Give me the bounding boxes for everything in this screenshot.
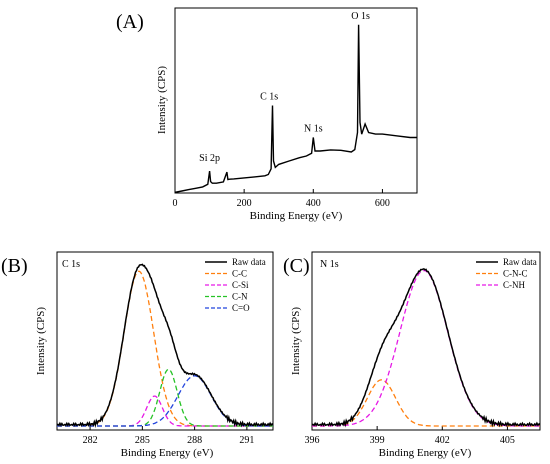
panel-a-frame <box>174 7 418 194</box>
panel-b-label: (B) <box>1 255 28 277</box>
legend-label: C-N <box>232 292 248 302</box>
x-tick-label: 600 <box>375 198 390 209</box>
panel-c-x-label: Binding Energy (eV) <box>379 447 472 459</box>
panel-c-y-label: Intensity (CPS) <box>290 307 302 375</box>
panel-c-inset-label: N 1s <box>320 259 339 270</box>
panel-b-legend: Raw data C-CC-Si C-NC=O <box>205 257 266 313</box>
legend-label: C=O <box>232 303 250 313</box>
panel-a-x-ticks: 0 200 400 600 <box>173 189 390 209</box>
panel-b-curves <box>56 263 274 428</box>
legend-label: C-C <box>232 269 247 279</box>
peak-label: N 1s <box>304 124 323 135</box>
panel-a-x-label: Binding Energy (eV) <box>250 210 343 222</box>
panel-a-peak-labels: Si 2p C 1s N 1s O 1s <box>199 11 370 164</box>
x-tick-label: 285 <box>135 435 150 446</box>
component-peak-line <box>57 368 273 427</box>
component-peak-line <box>312 269 540 427</box>
raw-data-line <box>56 263 274 428</box>
x-tick-label: 399 <box>370 435 385 446</box>
x-tick-label: 0 <box>173 198 178 209</box>
legend-label: Raw data <box>503 257 537 267</box>
component-peak-line <box>57 375 273 427</box>
peak-label: O 1s <box>351 11 370 22</box>
x-tick-label: 200 <box>237 198 252 209</box>
x-tick-label: 291 <box>239 435 254 446</box>
panel-c-label: (C) <box>283 255 310 277</box>
x-tick-label: 396 <box>305 435 320 446</box>
x-tick-label: 288 <box>187 435 202 446</box>
panel-b-y-label: Intensity (CPS) <box>35 307 47 375</box>
panel-b-inset-label: C 1s <box>62 259 80 270</box>
x-tick-label: 400 <box>306 198 321 209</box>
legend-label: C-Si <box>232 280 249 290</box>
panel-a: (A) 0 200 400 600 Si 2p C 1s N 1s O 1s Binding… <box>116 7 418 222</box>
panel-b-frame <box>56 251 274 431</box>
panel-b-x-label: Binding Energy (eV) <box>121 447 214 459</box>
panel-a-label: (A) <box>116 11 144 33</box>
panel-c-curves <box>311 268 541 428</box>
panel-b: (B) C 1s 282 285 288 291 Raw data C-CC-Si C-N… <box>1 251 274 459</box>
legend-label: C-N-C <box>503 269 528 279</box>
panel-a-y-label: Intensity (CPS) <box>156 66 168 134</box>
legend-label: Raw data <box>232 257 266 267</box>
panel-b-x-ticks: 282 285 288 291 <box>83 426 254 446</box>
panel-c-legend: Raw data C-N-CC-NH <box>476 257 537 290</box>
peak-label: Si 2p <box>199 153 220 164</box>
peak-label: C 1s <box>260 92 278 103</box>
panel-a-survey-line <box>174 24 417 193</box>
x-tick-label: 402 <box>435 435 450 446</box>
panel-c-x-ticks: 396 399 402 405 <box>305 426 515 446</box>
legend-label: C-NH <box>503 280 525 290</box>
raw-data-line <box>311 268 541 428</box>
panel-c-frame <box>311 251 541 431</box>
x-tick-label: 282 <box>83 435 98 446</box>
x-tick-label: 405 <box>500 435 515 446</box>
panel-c: (C) N 1s 396 399 402 405 Raw dataC-N-CC-NH … <box>283 251 541 459</box>
